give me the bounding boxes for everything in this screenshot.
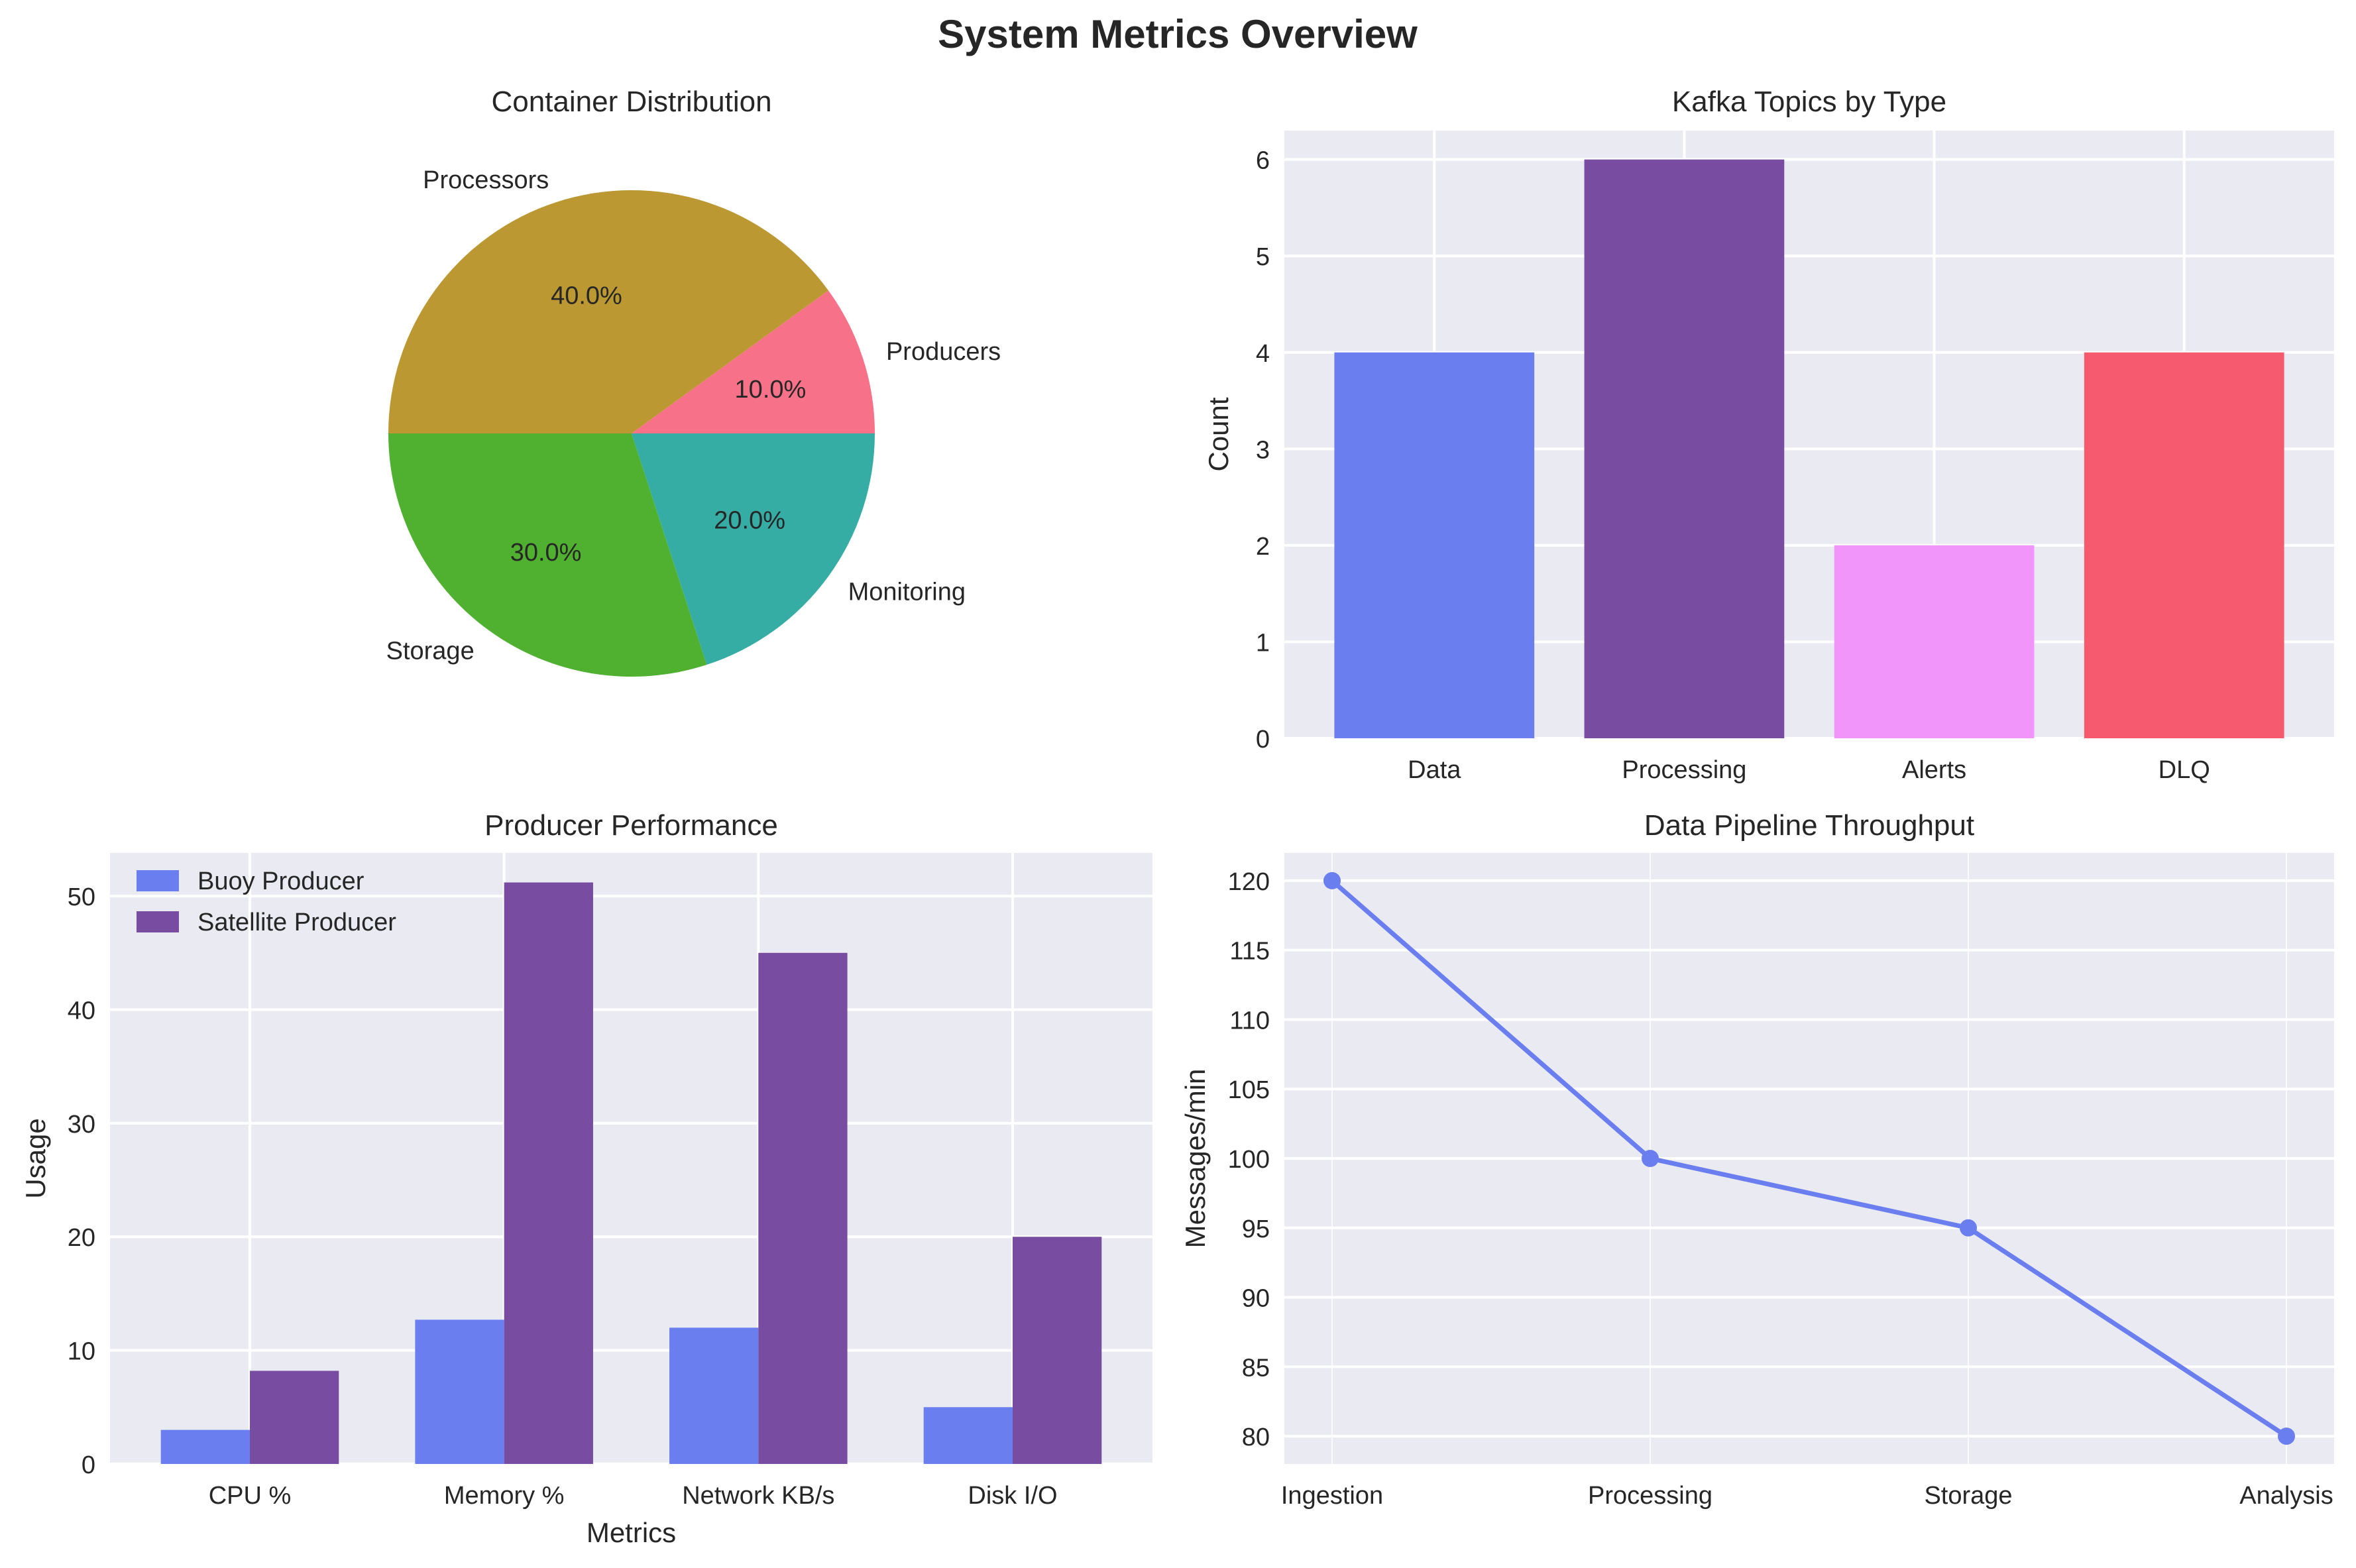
producer-ytick-label: 30 bbox=[68, 1111, 95, 1139]
throughput-ytick-label: 80 bbox=[1242, 1424, 1270, 1451]
producer-bar-satellite bbox=[250, 1371, 339, 1464]
topics-xtick-label: Data bbox=[1408, 756, 1461, 784]
producer-legend-swatch bbox=[137, 870, 179, 891]
pie-slice-producers bbox=[632, 290, 875, 433]
topics-ytick-label: 2 bbox=[1256, 533, 1270, 561]
topics-xtick-label: Processing bbox=[1622, 756, 1746, 784]
throughput-line bbox=[1330, 879, 2288, 1439]
pie-slice-processors bbox=[388, 190, 828, 433]
throughput-point-ingestion bbox=[1323, 871, 1341, 889]
producer-legend-swatch bbox=[137, 911, 179, 932]
producer-bar-buoy bbox=[923, 1407, 1013, 1464]
producer-title: Producer Performance bbox=[484, 809, 778, 842]
producer-ytick-label: 20 bbox=[68, 1224, 95, 1252]
producer-xtick-label: Disk I/O bbox=[968, 1482, 1057, 1510]
throughput-point-storage bbox=[1960, 1219, 1977, 1237]
throughput-ytick-label: 120 bbox=[1228, 868, 1270, 896]
producer-legend-label: Buoy Producer bbox=[197, 868, 365, 895]
throughput-xtick-label: Ingestion bbox=[1281, 1482, 1383, 1510]
throughput-ylabel: Messages/min bbox=[1180, 1069, 1211, 1249]
throughput-ytick-label: 105 bbox=[1228, 1076, 1270, 1104]
topics-ytick-label: 4 bbox=[1256, 340, 1270, 368]
topics-ytick-label: 0 bbox=[1256, 726, 1270, 754]
pie-pct-storage: 30.0% bbox=[510, 539, 582, 567]
topics-bar-data bbox=[1334, 352, 1535, 738]
throughput-point-analysis bbox=[2278, 1428, 2295, 1445]
topics-ytick-label: 6 bbox=[1256, 147, 1270, 175]
producer-xtick-label: CPU % bbox=[209, 1482, 292, 1510]
topics-xtick-label: Alerts bbox=[1902, 756, 1966, 784]
producer-xtick-label: Memory % bbox=[444, 1482, 565, 1510]
producer-ytick-label: 0 bbox=[82, 1451, 95, 1479]
throughput-title: Data Pipeline Throughput bbox=[1644, 809, 1974, 842]
producer-bar-buoy bbox=[160, 1429, 251, 1464]
producer-legend-label: Satellite Producer bbox=[197, 909, 396, 936]
pie-pct-monitoring: 20.0% bbox=[714, 506, 785, 534]
pie-label-monitoring: Monitoring bbox=[848, 578, 966, 606]
producer-bar-buoy bbox=[415, 1319, 504, 1464]
producer-bar-satellite bbox=[758, 952, 848, 1464]
topics-ytick-label: 3 bbox=[1256, 436, 1270, 464]
pie-label-processors: Processors bbox=[423, 166, 549, 194]
throughput-ytick-label: 110 bbox=[1229, 1007, 1270, 1035]
pie-label-storage: Storage bbox=[386, 638, 475, 665]
throughput-ytick-label: 90 bbox=[1242, 1285, 1270, 1313]
producer-bar-satellite bbox=[1012, 1237, 1102, 1464]
throughput-ytick-label: 95 bbox=[1242, 1215, 1270, 1243]
pie-slice-monitoring bbox=[632, 433, 875, 665]
producer-xtick-label: Network KB/s bbox=[682, 1482, 834, 1510]
bar-chart-producer-performance: Producer Performance 0 10 20 30 40 50 CPU % Memo… bbox=[20, 809, 1152, 1548]
throughput-point-processing bbox=[1642, 1150, 1659, 1167]
topics-ylabel: Count bbox=[1203, 397, 1234, 471]
producer-bar-satellite bbox=[504, 882, 593, 1464]
pie-chart-container-distribution: Container Distribution Producers 10.0% Proc… bbox=[386, 85, 1001, 677]
topics-bar-dlq bbox=[2084, 352, 2284, 738]
bar-chart-kafka-topics: Kafka Topics by Type 0 1 2 3 4 5 6 Data Processin… bbox=[1203, 85, 2334, 784]
producer-xlabel: Metrics bbox=[587, 1517, 676, 1548]
pie-pct-producers: 10.0% bbox=[735, 376, 807, 404]
producer-plot-area bbox=[110, 853, 1152, 1464]
producer-ylabel: Usage bbox=[20, 1118, 51, 1198]
throughput-ytick-label: 100 bbox=[1228, 1146, 1270, 1174]
throughput-xtick-label: Processing bbox=[1588, 1482, 1712, 1510]
topics-bar-processing bbox=[1584, 159, 1785, 738]
figure-title: System Metrics Overview bbox=[938, 12, 1418, 56]
line-chart-pipeline-throughput: Data Pipeline Throughput 80 85 90 95 100 105 11… bbox=[1180, 809, 2334, 1510]
topics-ytick-label: 1 bbox=[1256, 629, 1270, 657]
topics-ytick-label: 5 bbox=[1256, 243, 1270, 271]
pie-pct-processors: 40.0% bbox=[551, 282, 622, 310]
pie-title: Container Distribution bbox=[491, 85, 771, 118]
topics-xtick-label: DLQ bbox=[2159, 756, 2210, 784]
producer-ytick-label: 10 bbox=[68, 1338, 95, 1366]
topics-bar-alerts bbox=[1834, 545, 2035, 738]
topics-title: Kafka Topics by Type bbox=[1672, 85, 1946, 118]
producer-bar-buoy bbox=[669, 1327, 759, 1464]
pie-slice-storage bbox=[388, 433, 707, 677]
throughput-ytick-label: 85 bbox=[1242, 1354, 1270, 1382]
throughput-xtick-label: Analysis bbox=[2239, 1482, 2333, 1510]
producer-ytick-label: 50 bbox=[68, 883, 95, 911]
producer-ytick-label: 40 bbox=[68, 997, 95, 1025]
throughput-xtick-label: Storage bbox=[1924, 1482, 2012, 1510]
throughput-ytick-label: 115 bbox=[1229, 938, 1270, 966]
pie-label-producers: Producers bbox=[886, 338, 1001, 366]
